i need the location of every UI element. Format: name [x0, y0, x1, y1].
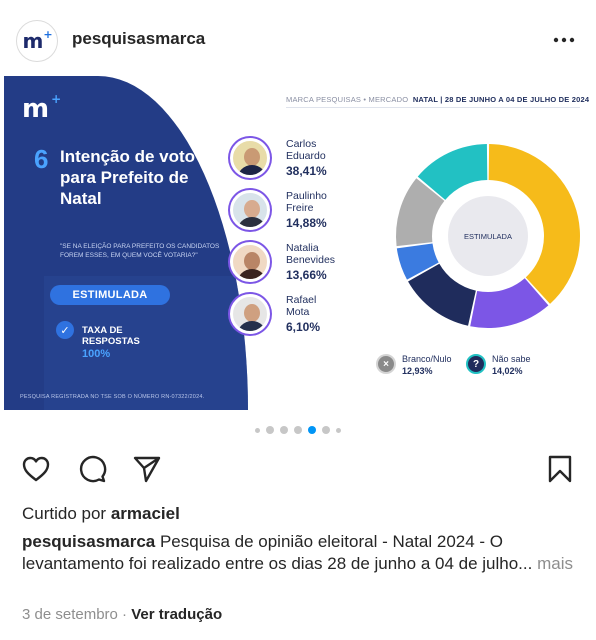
- caption-username[interactable]: pesquisasmarca: [22, 532, 156, 551]
- caption-text: Pesquisa de opinião eleitoral - Natal 20…: [22, 532, 533, 573]
- slide-title: Intenção de voto para Prefeito de Natal: [60, 147, 196, 208]
- stimulated-badge: ESTIMULADA: [50, 285, 170, 305]
- carousel-image[interactable]: m + 6 Intenção de voto para Prefeito de N…: [4, 76, 592, 410]
- donut-center: [448, 196, 528, 276]
- post-meta: 3 de setembro · Ver tradução: [22, 606, 222, 623]
- candidate-name: Paulinho Freire: [286, 190, 327, 214]
- meta-separator: ·: [117, 606, 132, 623]
- survey-credit: MARCA PESQUISAS • MERCADO NATAL | 28 DE …: [286, 95, 590, 104]
- send-icon[interactable]: [132, 454, 162, 484]
- donut-slice-carlos-eduardo: [488, 144, 580, 304]
- heart-icon[interactable]: [21, 454, 51, 484]
- candidate-name: Carlos Eduardo: [286, 138, 326, 162]
- post-header: m+ pesquisasmarca: [0, 0, 596, 78]
- donut-slice-n-o-sabe: [417, 144, 488, 200]
- legend-label: Não sabe: [492, 354, 531, 364]
- post-date: 3 de setembro: [22, 606, 118, 623]
- candidate-name: Rafael Mota: [286, 294, 317, 318]
- carousel-dot: [266, 426, 274, 434]
- carousel-dot: [294, 426, 302, 434]
- bookmark-icon[interactable]: [545, 454, 575, 484]
- donut-slice-rafael-mota: [396, 243, 439, 280]
- likes-prefix: Curtido por: [22, 504, 111, 523]
- x-icon: ×: [376, 354, 396, 374]
- carousel-dot: [308, 426, 316, 434]
- more-horizontal-icon[interactable]: [552, 30, 576, 50]
- donut-slice-paulinho-freire: [470, 278, 549, 328]
- question-number: 6: [34, 144, 49, 174]
- likes-line: Curtido por armaciel: [22, 504, 180, 524]
- check-icon: ✓: [56, 321, 74, 339]
- brand-logo: m+: [22, 92, 62, 124]
- candidate-percentage: 13,66%: [286, 268, 327, 282]
- question-text: "SE NA ELEIÇÃO PARA PREFEITO OS CANDIDAT…: [60, 243, 220, 259]
- comment-icon[interactable]: [77, 454, 107, 484]
- legend-percentage: 12,93%: [402, 366, 433, 376]
- tse-registration-note: PESQUISA REGISTRADA NO TSE SOB O NÚMERO …: [20, 394, 205, 400]
- donut-slice-branco-nulo: [396, 178, 445, 247]
- candidate-percentage: 14,88%: [286, 216, 327, 230]
- question-icon: ?: [466, 354, 486, 374]
- legend-label: Branco/Nulo: [402, 354, 452, 364]
- candidate-percentage: 38,41%: [286, 164, 327, 178]
- candidate-name: Natalia Benevides: [286, 242, 336, 266]
- slide-left-panel: m + 6 Intenção de voto para Prefeito de N…: [4, 76, 248, 410]
- candidate-item: Paulinho Freire 14,88%: [230, 190, 350, 240]
- candidate-item: Rafael Mota 6,10%: [230, 294, 350, 344]
- post-caption: pesquisasmarca Pesquisa de opinião eleit…: [22, 531, 582, 575]
- candidate-percentage: 6,10%: [286, 320, 321, 334]
- divider: [286, 107, 580, 108]
- response-rate-label: TAXA DE RESPOSTAS: [82, 325, 140, 347]
- liked-by-user[interactable]: armaciel: [110, 504, 180, 523]
- donut-center-label: ESTIMULADA: [464, 232, 512, 241]
- donut-chart: ESTIMULADA: [396, 144, 580, 328]
- candidate-photo: [230, 138, 270, 178]
- brand-logo: m+: [22, 28, 52, 53]
- candidate-item: Carlos Eduardo 38,41%: [230, 138, 350, 188]
- legend-percentage: 14,02%: [492, 366, 523, 376]
- more-link[interactable]: mais: [532, 554, 573, 573]
- candidate-item: Natalia Benevides 13,66%: [230, 242, 350, 292]
- candidate-photo: [230, 190, 270, 230]
- donut-slice-natalia-benevides: [408, 263, 476, 326]
- carousel-dot: [280, 426, 288, 434]
- carousel-indicator: [0, 425, 596, 435]
- translate-link[interactable]: Ver tradução: [131, 606, 223, 623]
- candidate-photo: [230, 294, 270, 334]
- username[interactable]: pesquisasmarca: [72, 29, 206, 48]
- candidate-photo: [230, 242, 270, 282]
- carousel-dot: [255, 427, 260, 433]
- carousel-dot: [322, 426, 330, 434]
- avatar[interactable]: m+: [16, 20, 58, 62]
- response-rate-value: 100%: [82, 348, 111, 360]
- carousel-dot: [336, 427, 341, 433]
